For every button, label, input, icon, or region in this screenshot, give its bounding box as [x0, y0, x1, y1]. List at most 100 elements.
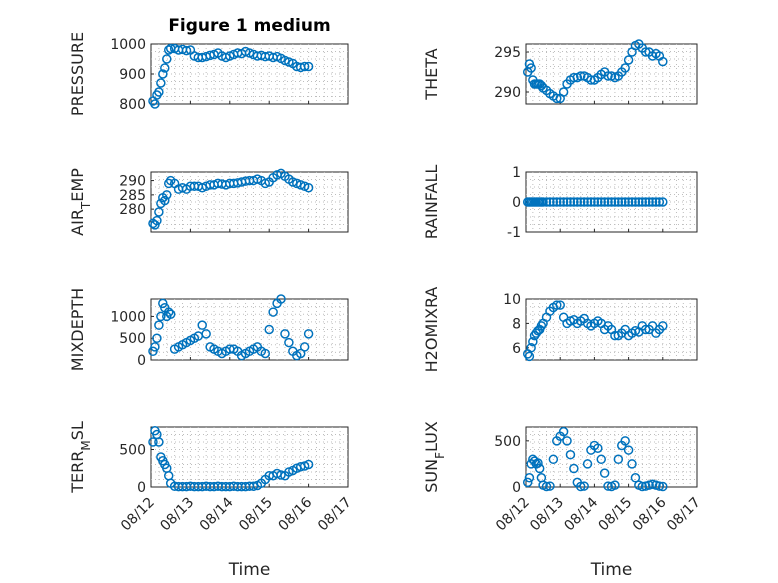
data-point — [582, 197, 593, 207]
data-point — [264, 324, 274, 335]
data-point — [545, 481, 555, 491]
data-point — [562, 197, 572, 207]
data-point — [299, 61, 310, 72]
subplot-7: 0 500 08/12 08/13 08/14 08/15 08/16 08/17 Time TE… — [68, 421, 355, 580]
data-point — [603, 71, 613, 81]
data-point — [536, 321, 547, 331]
data-point — [658, 321, 668, 331]
data-point — [154, 437, 164, 447]
data-point — [599, 197, 610, 207]
x-axis-label: Time — [590, 560, 633, 580]
y-tick-label: 0 — [137, 353, 146, 369]
data-point — [658, 197, 668, 207]
data-point — [610, 480, 620, 490]
data-point — [558, 87, 569, 97]
data-point — [613, 197, 624, 207]
data-point — [640, 47, 651, 57]
data-point — [627, 197, 637, 207]
data-point — [538, 197, 548, 207]
y-tick-label: 0 — [512, 195, 521, 211]
data-point — [533, 458, 543, 468]
data-point — [647, 197, 658, 207]
data-point — [156, 311, 166, 322]
data-point — [303, 61, 314, 72]
data-point — [522, 477, 533, 488]
grid-lines — [526, 427, 697, 487]
y-tick-label: 280 — [119, 202, 146, 218]
data-point — [630, 197, 641, 207]
data-point — [148, 437, 158, 447]
data-point — [303, 329, 314, 339]
data-point — [599, 468, 610, 478]
data-point — [248, 481, 259, 491]
data-point — [613, 454, 624, 465]
chart-title: Figure 1 medium — [168, 16, 330, 36]
data-point — [276, 470, 286, 480]
y-axis-label: TERRMSL — [68, 421, 93, 494]
data-point — [565, 449, 576, 460]
y-tick-label: 900 — [119, 67, 146, 83]
y-axis-label: PRESSURE — [68, 32, 87, 116]
data-point — [154, 207, 164, 217]
data-point — [299, 342, 310, 352]
data-point — [524, 351, 535, 362]
data-point — [154, 87, 164, 97]
data-point — [606, 197, 617, 207]
data-point — [303, 459, 314, 470]
x-tick-label: 08/16 — [630, 494, 670, 534]
data-point — [165, 309, 176, 319]
data-point — [150, 99, 160, 109]
data-point — [589, 197, 600, 207]
data-point — [658, 56, 668, 67]
grid-lines — [151, 172, 348, 232]
y-tick-label: 0 — [137, 480, 146, 496]
data-point — [623, 55, 634, 65]
y-tick-label: 285 — [119, 188, 146, 204]
y-tick-label: 295 — [494, 45, 521, 61]
grid-lines — [151, 427, 348, 487]
data-point — [552, 93, 562, 104]
data-point — [555, 300, 565, 310]
data-point — [630, 473, 641, 483]
y-axis-label: H2OMIXRA — [422, 287, 441, 373]
x-tick-label: 08/12 — [493, 495, 533, 535]
axes-box — [150, 426, 349, 488]
data-point — [640, 197, 651, 207]
y-tick-label: 500 — [119, 443, 146, 459]
data-point — [620, 197, 630, 207]
grid-lines — [526, 44, 697, 104]
data-point — [644, 197, 654, 207]
data-point — [148, 346, 158, 357]
data-point — [593, 443, 603, 453]
data-point — [201, 329, 211, 339]
data-point — [579, 481, 589, 491]
data-point — [152, 333, 162, 343]
data-point — [596, 197, 606, 207]
data-point — [569, 197, 579, 207]
data-point — [610, 197, 620, 207]
data-point — [548, 197, 559, 207]
data-point — [582, 459, 593, 469]
data-point — [637, 197, 648, 207]
x-tick-label: 08/12 — [118, 495, 158, 535]
data-point — [197, 320, 207, 330]
data-point — [575, 71, 586, 81]
data-point — [541, 197, 552, 207]
data-point — [617, 197, 627, 207]
data-point — [276, 294, 286, 304]
data-point — [603, 197, 613, 207]
y-tick-label: 0 — [512, 480, 521, 496]
data-point — [526, 343, 536, 353]
data-point — [548, 454, 559, 465]
x-tick-label: 08/15 — [596, 495, 636, 535]
y-tick-label: -1 — [507, 225, 521, 241]
subplot-4: -1 0 1 RAINFALL — [422, 165, 698, 241]
data-point — [303, 182, 314, 193]
y-axis-label: RAINFALL — [422, 165, 441, 240]
data-point — [569, 463, 579, 474]
data-point — [565, 197, 576, 207]
grid-lines — [151, 44, 348, 104]
data-point — [552, 197, 562, 207]
